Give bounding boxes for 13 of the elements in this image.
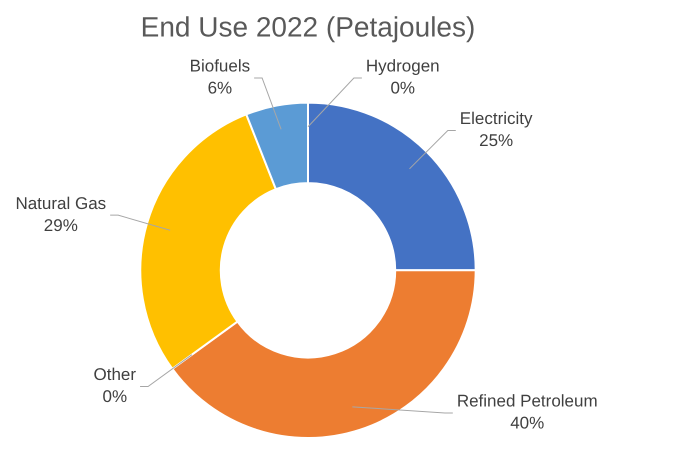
text: 0% [102,387,128,406]
category-label: Hydrogen [366,56,440,76]
data-label: 40% [510,414,544,433]
slice-label: Biofuels [190,56,250,76]
slice-label: Natural Gas [15,194,106,213]
legend-label: Other [94,365,136,384]
chart-title: End Use 2022 (Petajoules) [140,12,476,43]
data-label: 25% [479,131,514,150]
slice-label: Electricity [460,109,534,128]
data-label: 6% [208,78,232,98]
text: 0% [390,78,416,98]
data-label: 29% [44,216,78,235]
slice-label: Refined Petroleum [456,392,598,411]
